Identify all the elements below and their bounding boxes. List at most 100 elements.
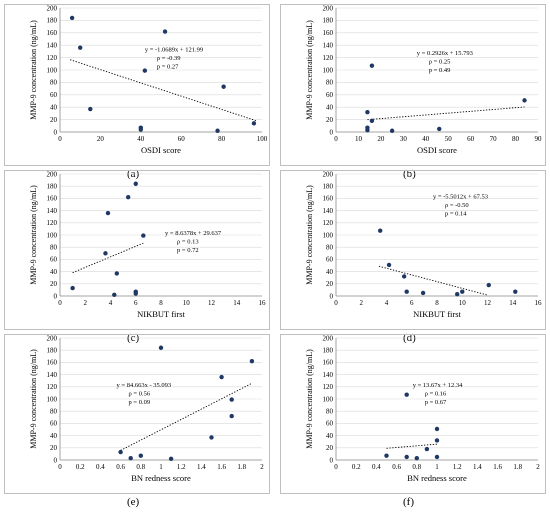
y-tick-label: 40 — [50, 432, 58, 440]
data-point — [434, 426, 440, 432]
y-tick-label: 80 — [326, 408, 334, 416]
x-tick-label: 6 — [134, 299, 138, 307]
x-tick-label: 12 — [208, 299, 216, 307]
data-point — [365, 127, 370, 133]
y-tick-label: 0 — [54, 292, 58, 300]
data-point — [78, 45, 83, 50]
regression-annotation: y = 13.67x + 12.34 — [413, 382, 463, 389]
data-point — [414, 455, 419, 461]
y-tick-label: 20 — [50, 280, 58, 288]
scatter-plot-f: 0 20 40 60 80 100 120 140 160 180 200 0 0.2 0.4 0.6 0.8… — [305, 334, 540, 483]
regression-annotation: p = 0.14 — [445, 210, 467, 217]
regression-annotation: ρ = 0.16 — [425, 390, 447, 397]
x-tick-label: 2 — [360, 299, 364, 307]
data-point — [420, 290, 426, 296]
data-point — [424, 446, 430, 452]
panel-a: 0 20 40 60 80 100 120 140 160 180 200 0 20 40 60 80 100 O… — [4, 4, 270, 186]
x-tick-label: 16 — [535, 299, 543, 307]
data-point — [434, 438, 440, 443]
y-tick-label: 160 — [323, 195, 334, 203]
data-point — [437, 126, 442, 132]
data-point — [118, 449, 123, 455]
y-tick-label: 20 — [326, 116, 334, 124]
data-point — [365, 109, 370, 115]
data-point — [138, 127, 143, 132]
y-tick-label: 40 — [326, 432, 334, 440]
scatter-plot-c: 0 20 40 60 80 100 120 140 160 180 200 0 2 4 6 8 10 12 14 16… — [29, 170, 267, 319]
data-point — [141, 233, 146, 238]
x-tick-label: 70 — [490, 135, 498, 143]
y-tick-label: 160 — [47, 359, 58, 367]
y-tick-label: 20 — [326, 280, 334, 288]
x-tick-label: 16 — [259, 299, 267, 307]
x-tick-label: 1.8 — [513, 463, 522, 471]
x-tick-label: 2 — [260, 463, 264, 471]
chart-frame — [280, 170, 546, 330]
y-tick-label: 140 — [47, 371, 58, 379]
y-tick-label: 40 — [50, 268, 58, 276]
x-tick-label: 10 — [459, 299, 467, 307]
y-tick-label: 60 — [326, 256, 334, 264]
data-point — [142, 68, 148, 73]
y-axis-title: MMP-9 concentration (ng/mL) — [29, 20, 38, 120]
x-tick-label: 0 — [58, 463, 62, 471]
y-tick-label: 120 — [47, 383, 58, 391]
y-tick-label: 20 — [326, 444, 334, 452]
data-point — [455, 291, 460, 297]
regression-annotation: ρ = -0.39 — [157, 55, 181, 62]
y-tick-label: 80 — [326, 79, 334, 87]
y-tick-label: 160 — [47, 195, 58, 203]
x-tick-label: 1.2 — [177, 463, 186, 471]
regression-annotation: y = 8.6378x + 29.637 — [165, 230, 222, 237]
data-point — [69, 15, 75, 21]
x-tick-label: 14 — [509, 299, 517, 307]
y-tick-label: 20 — [50, 444, 58, 452]
y-tick-label: 100 — [323, 395, 334, 403]
x-tick-label: 90 — [535, 135, 543, 143]
y-tick-label: 160 — [47, 29, 58, 37]
x-tick-label: 4 — [109, 299, 113, 307]
panel-e: 0 20 40 60 80 100 120 140 160 180 200 0 0.2 0.4 0.6 0.8… — [4, 334, 270, 514]
data-point — [460, 289, 465, 294]
y-tick-label: 40 — [326, 104, 334, 112]
x-tick-label: 14 — [233, 299, 241, 307]
data-point — [513, 289, 518, 294]
y-tick-label: 80 — [50, 244, 58, 252]
y-tick-label: 160 — [323, 29, 334, 37]
data-point — [404, 454, 409, 460]
y-tick-label: 40 — [326, 268, 334, 276]
y-tick-label: 120 — [323, 219, 334, 227]
regression-annotation: ρ = 0.25 — [429, 59, 451, 66]
data-point — [168, 456, 174, 461]
trendline — [69, 59, 257, 122]
scatter-plot-e: 0 20 40 60 80 100 120 140 160 180 200 0 0.2 0.4 0.6 0.8… — [29, 334, 264, 483]
x-tick-label: 12 — [484, 299, 492, 307]
data-point — [88, 106, 93, 112]
y-tick-label: 0 — [54, 456, 58, 464]
x-tick-label: 100 — [257, 135, 268, 143]
x-tick-label: 20 — [377, 135, 385, 143]
x-tick-label: 1.4 — [197, 463, 206, 471]
trendline — [378, 265, 488, 296]
scatter-plot-d: 0 20 40 60 80 100 120 140 160 180 200 0 2 4 6 8 10 12 14 16… — [305, 170, 543, 319]
y-axis-title: MMP-9 concentration (ng/mL) — [305, 20, 314, 120]
y-tick-label: 140 — [323, 371, 334, 379]
trendline — [367, 106, 525, 121]
y-tick-label: 200 — [323, 4, 334, 12]
y-tick-label: 80 — [50, 408, 58, 416]
y-tick-label: 100 — [47, 231, 58, 239]
x-tick-label: 0 — [58, 135, 62, 143]
y-tick-label: 80 — [50, 79, 58, 87]
x-tick-label: 60 — [467, 135, 475, 143]
y-tick-label: 60 — [326, 91, 334, 99]
y-tick-label: 140 — [323, 42, 334, 50]
x-tick-label: 4 — [385, 299, 389, 307]
x-tick-label: 0.6 — [116, 463, 125, 471]
y-tick-label: 200 — [47, 4, 58, 12]
data-point — [384, 453, 389, 458]
y-tick-label: 100 — [47, 395, 58, 403]
x-tick-label: 0.6 — [392, 463, 401, 471]
y-tick-label: 0 — [330, 292, 334, 300]
y-tick-label: 60 — [50, 256, 58, 264]
data-point — [128, 455, 133, 461]
